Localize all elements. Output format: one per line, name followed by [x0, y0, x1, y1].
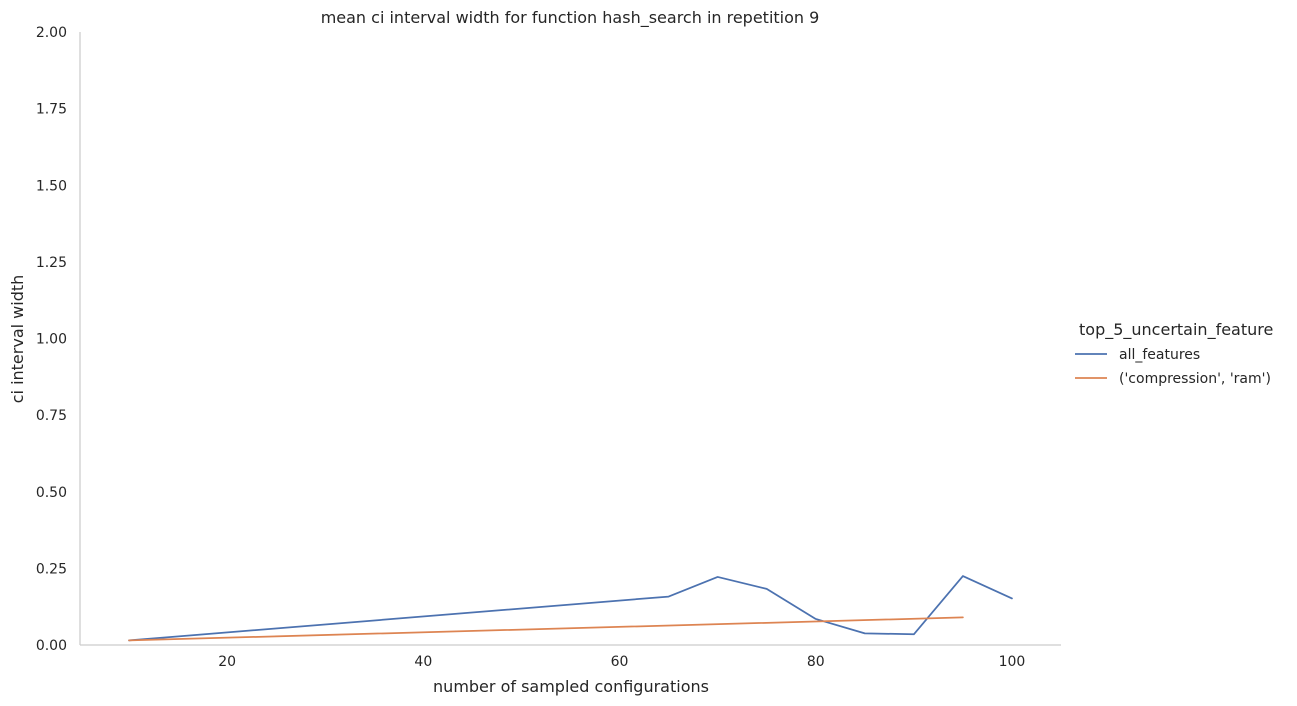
x-tick-label: 60 [611, 654, 629, 670]
y-tick-label: 1.50 [36, 178, 67, 194]
series-line-1 [128, 616, 964, 642]
series-lines [128, 575, 1013, 642]
x-tick-label: 100 [999, 654, 1026, 670]
y-tick-label: 0.25 [36, 561, 67, 577]
legend-label-1: ('compression', 'ram') [1119, 371, 1271, 387]
y-tick-labels: 0.00 0.25 0.50 0.75 1.00 1.25 1.50 1.75 2.00 [36, 25, 67, 654]
y-tick-label: 0.75 [36, 408, 67, 424]
x-tick-label: 20 [218, 654, 236, 670]
y-axis-label: ci interval width [8, 275, 27, 404]
y-tick-label: 1.00 [36, 332, 67, 348]
y-tick-label: 2.00 [36, 25, 67, 41]
plot-area: 0.00 0.25 0.50 0.75 1.00 1.25 1.50 1.75 2.00 20 4… [36, 25, 1061, 670]
chart-title: mean ci interval width for function hash… [321, 8, 820, 28]
y-tick-label: 1.25 [36, 255, 67, 271]
y-tick-label: 0.50 [36, 485, 67, 501]
legend: top_5_uncertain_feature all_features ('co… [1075, 320, 1273, 387]
legend-title: top_5_uncertain_feature [1079, 320, 1273, 340]
x-axis-label: number of sampled configurations [433, 677, 709, 696]
y-tick-label: 0.00 [36, 638, 67, 654]
y-tick-label: 1.75 [36, 102, 67, 118]
legend-label-0: all_features [1119, 347, 1200, 363]
x-tick-labels: 20 40 60 80 100 [218, 654, 1025, 670]
series-line-0 [128, 575, 1013, 642]
x-tick-label: 80 [807, 654, 825, 670]
x-tick-label: 40 [414, 654, 432, 670]
